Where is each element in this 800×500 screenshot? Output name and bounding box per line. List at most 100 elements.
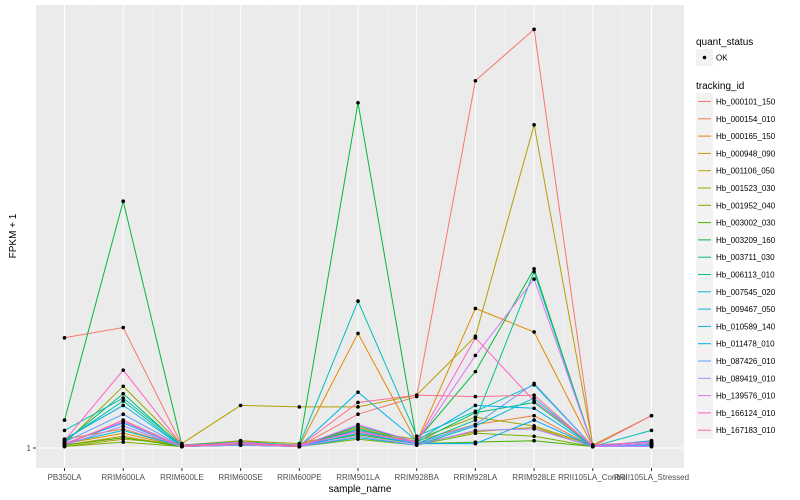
x-tick-label: RRIM600SE bbox=[218, 473, 262, 482]
data-point bbox=[649, 444, 654, 449]
legend-label: Hb_003711_030 bbox=[716, 253, 775, 262]
data-point bbox=[414, 443, 419, 447]
data-point bbox=[532, 381, 536, 386]
data-point bbox=[532, 396, 536, 400]
data-point bbox=[121, 418, 125, 422]
x-axis-title: sample_name bbox=[329, 484, 392, 495]
x-tick-label: RRII105LA_Stressed bbox=[614, 473, 689, 482]
data-point bbox=[532, 438, 536, 443]
x-tick-label: RRIM928LA bbox=[454, 473, 498, 482]
data-point bbox=[473, 306, 478, 311]
data-point bbox=[121, 403, 125, 408]
legend-label: Hb_000948_090 bbox=[716, 149, 776, 158]
data-point bbox=[532, 393, 536, 397]
data-point bbox=[473, 353, 478, 358]
data-point bbox=[532, 406, 536, 411]
data-point bbox=[532, 418, 536, 422]
data-point bbox=[649, 428, 654, 433]
data-point bbox=[356, 390, 360, 394]
tracking-legend-title: tracking_id bbox=[696, 81, 744, 92]
data-point bbox=[121, 391, 125, 396]
data-point bbox=[473, 369, 478, 374]
data-point bbox=[532, 27, 536, 32]
x-tick-label: RRIM928BA bbox=[394, 473, 439, 482]
legend-label: Hb_011478_010 bbox=[716, 340, 775, 349]
data-point bbox=[473, 422, 478, 427]
data-point bbox=[591, 444, 595, 449]
data-point bbox=[62, 336, 67, 340]
legend-label: OK bbox=[716, 54, 728, 63]
data-point bbox=[473, 428, 478, 433]
data-point bbox=[356, 422, 360, 427]
data-point bbox=[238, 403, 243, 408]
legend-point-key bbox=[702, 55, 707, 60]
legend-label: Hb_166124_010 bbox=[716, 409, 776, 418]
data-point bbox=[356, 331, 360, 336]
data-point bbox=[238, 441, 243, 446]
legend-label: Hb_000101_150 bbox=[716, 98, 776, 107]
data-point bbox=[532, 269, 536, 274]
plot-panel bbox=[36, 5, 684, 468]
x-tick-label: RRIM600LE bbox=[160, 473, 204, 482]
data-point bbox=[473, 418, 478, 422]
data-point bbox=[473, 394, 478, 399]
data-point bbox=[121, 431, 125, 436]
data-point bbox=[414, 393, 419, 397]
data-point bbox=[356, 100, 360, 105]
data-point bbox=[121, 428, 125, 433]
axes: PB350LA RRIM600LA RRIM600LE RRIM600SE RRIM60… bbox=[27, 444, 690, 482]
legend-label: Hb_003002_030 bbox=[716, 219, 776, 228]
data-point bbox=[473, 441, 478, 446]
y-axis-title: FPKM + 1 bbox=[8, 213, 19, 258]
legend-label: Hb_009467_050 bbox=[716, 305, 776, 314]
data-point bbox=[649, 413, 654, 418]
y-tick-label: 1 bbox=[27, 444, 32, 453]
legend-label: Hb_006113_010 bbox=[716, 271, 775, 280]
data-point bbox=[297, 444, 302, 449]
legend-label: Hb_010589_140 bbox=[716, 322, 776, 331]
x-tick-label: RRIM600LA bbox=[101, 473, 145, 482]
data-point bbox=[532, 413, 536, 418]
data-point bbox=[121, 384, 125, 389]
legend-label: Hb_001952_040 bbox=[716, 201, 776, 210]
x-tick-label: RRIM928LE bbox=[512, 473, 556, 482]
legend: quant_status tracking_id OK Hb_000101_150… bbox=[696, 37, 776, 439]
legend-label: Hb_089419_010 bbox=[716, 374, 776, 383]
data-point bbox=[473, 415, 478, 419]
data-point bbox=[121, 424, 125, 428]
data-point bbox=[473, 409, 478, 414]
data-point bbox=[532, 277, 536, 281]
data-point bbox=[121, 440, 125, 444]
data-point bbox=[473, 403, 478, 408]
x-tick-label: RRIM600PE bbox=[277, 473, 321, 482]
data-point bbox=[180, 444, 184, 449]
legend-label: Hb_167183_010 bbox=[716, 426, 776, 435]
data-point bbox=[649, 440, 654, 444]
data-point bbox=[414, 434, 419, 439]
data-point bbox=[121, 435, 125, 440]
data-point bbox=[121, 412, 125, 417]
data-point bbox=[473, 78, 478, 83]
data-point bbox=[62, 438, 67, 443]
legend-label: Hb_007545_020 bbox=[716, 288, 776, 297]
data-point bbox=[414, 440, 419, 444]
data-point bbox=[532, 427, 536, 431]
data-point bbox=[532, 424, 536, 428]
data-point bbox=[62, 443, 67, 447]
legend-label: Hb_087426_010 bbox=[716, 357, 776, 366]
data-point bbox=[532, 123, 536, 127]
legend-label: Hb_000165_150 bbox=[716, 132, 776, 141]
legend-label: Hb_003209_160 bbox=[716, 236, 776, 245]
data-point bbox=[532, 399, 536, 403]
legend-label: Hb_000154_010 bbox=[716, 115, 776, 124]
data-point bbox=[121, 396, 125, 400]
data-point bbox=[356, 400, 360, 405]
data-point bbox=[121, 399, 125, 403]
data-point bbox=[532, 434, 536, 439]
legend-label: Hb_001523_030 bbox=[716, 184, 776, 193]
data-point bbox=[121, 199, 125, 204]
legend-label: Hb_001106_050 bbox=[716, 167, 775, 176]
data-points bbox=[62, 27, 654, 449]
data-point bbox=[356, 405, 360, 409]
